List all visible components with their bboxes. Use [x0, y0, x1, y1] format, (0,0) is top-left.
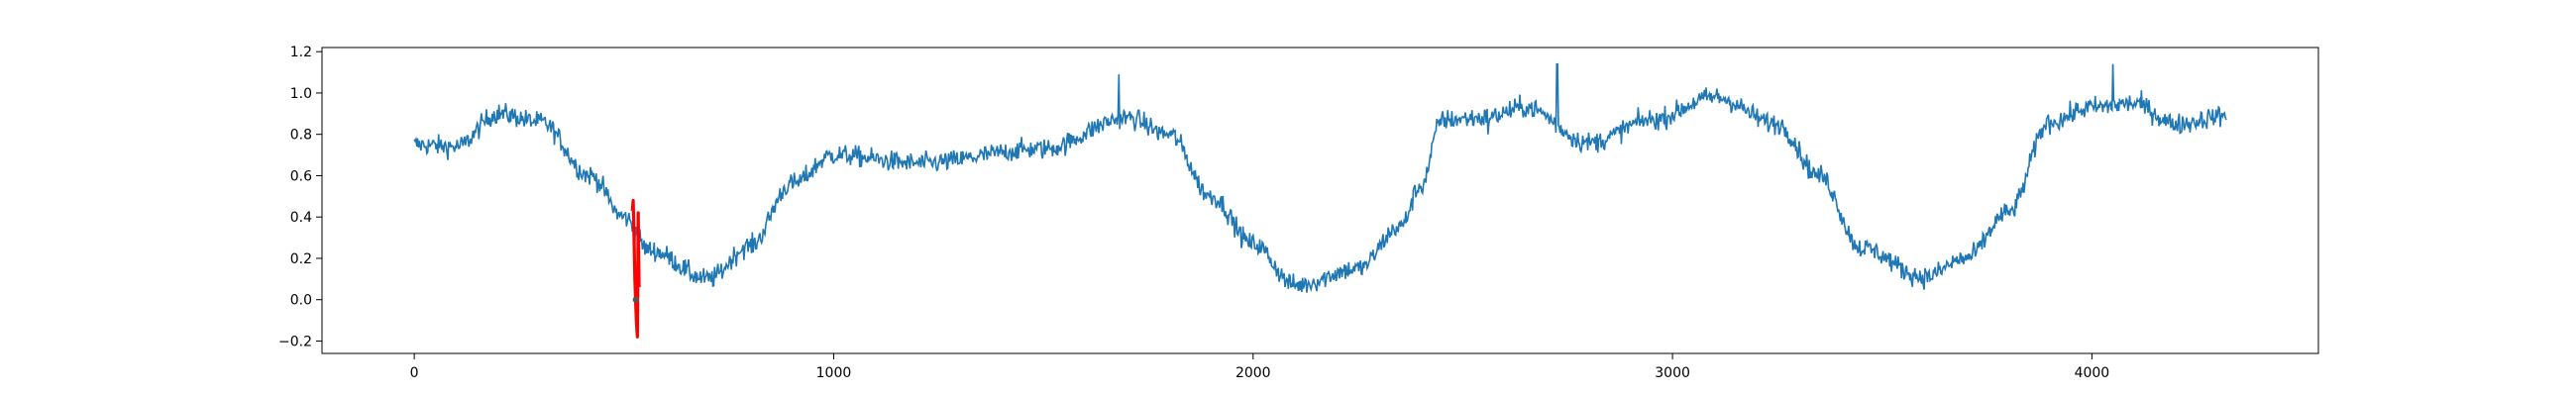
series-line-red — [630, 198, 641, 339]
plot-area — [413, 62, 2227, 339]
y-axis: −0.2 0.0 0.2 0.4 0.6 0.8 1.0 1.2 — [278, 45, 322, 349]
plot-frame — [321, 47, 2319, 354]
y-tick-label: 1.2 — [290, 45, 312, 60]
y-tick-label: 0.8 — [290, 128, 312, 144]
y-tick-label: 1.0 — [290, 86, 312, 102]
x-tick-label: 1000 — [816, 365, 852, 381]
x-tick-label: 2000 — [1235, 365, 1271, 381]
series-line-blue — [413, 62, 2227, 293]
x-axis: 0 1000 2000 3000 4000 — [410, 353, 2110, 381]
x-tick-label: 4000 — [2075, 365, 2110, 381]
y-tick-label: 0.6 — [290, 168, 312, 184]
point-marker — [632, 296, 639, 303]
y-tick-label: −0.2 — [278, 334, 312, 349]
x-tick-label: 3000 — [1655, 365, 1690, 381]
y-tick-label: 0.0 — [290, 293, 312, 309]
y-tick-label: 0.4 — [290, 210, 312, 226]
y-tick-label: 0.2 — [290, 251, 312, 267]
x-tick-label: 0 — [410, 365, 419, 381]
